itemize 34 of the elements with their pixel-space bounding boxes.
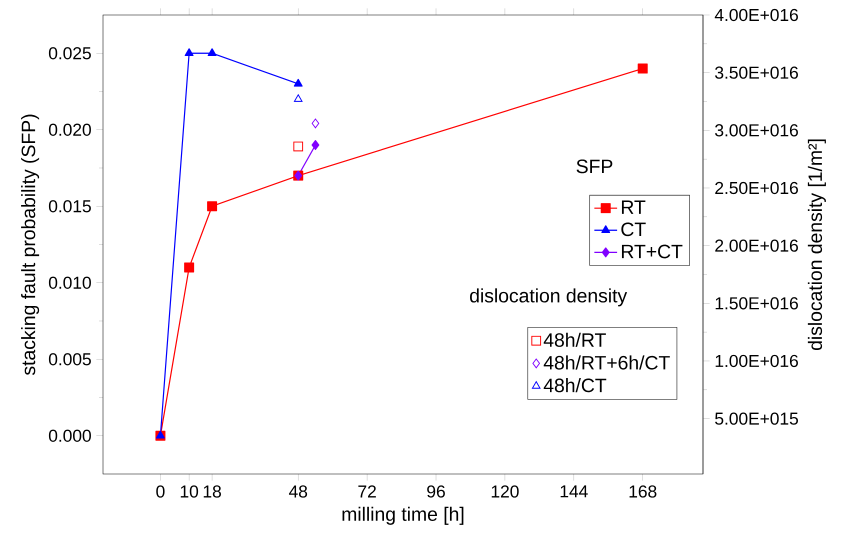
- legend-label: RT+CT: [622, 244, 682, 258]
- y-tick-label: 0.010: [48, 276, 91, 289]
- y-tick-label: 0.015: [48, 200, 91, 212]
- x-tick-label: 96: [427, 485, 445, 498]
- y2-axis-title: dislocation density [1/m²]: [808, 140, 826, 350]
- legend-label: 48h/RT+6h/CT: [544, 355, 670, 370]
- legend-label: 48h/CT: [544, 378, 606, 392]
- x-tick-label: 144: [560, 485, 588, 498]
- x-tick-label: 120: [492, 485, 519, 498]
- annotation: dislocation density: [470, 288, 628, 306]
- x-tick-label: 10: [180, 485, 198, 498]
- y2-tick-label: 3.50E+016: [715, 66, 798, 79]
- x-tick-label: 0: [156, 485, 165, 498]
- y2-tick-label: 4.00E+016: [714, 8, 798, 22]
- x-axis-title: milling time [h]: [342, 506, 464, 525]
- y-tick-label: 0.005: [48, 353, 91, 366]
- y2-tick-label: 3.00E+016: [715, 124, 798, 136]
- x-tick-label: 72: [358, 485, 376, 498]
- y2-tick-label: 2.50E+016: [715, 182, 798, 194]
- x-tick-label: 48: [288, 485, 308, 498]
- y-tick-label: 0.000: [48, 430, 91, 442]
- x-tick-label: 18: [204, 485, 221, 498]
- legend-label: 48h/RT: [544, 332, 606, 347]
- y2-tick-label: 2.00E+016: [715, 240, 798, 252]
- x-tick-label: 168: [630, 485, 656, 498]
- y2-tick-label: 1.50E+016: [716, 297, 798, 310]
- y-tick-label: 0.020: [48, 124, 91, 136]
- y-axis-title: stacking fault probability (SFP): [21, 114, 40, 376]
- legend-label: CT: [621, 222, 646, 236]
- y2-tick-label: 5.00E+015: [715, 412, 798, 425]
- legend-title: SFP: [576, 160, 612, 174]
- y-tick-label: 0.025: [48, 47, 91, 60]
- legend-label: RT: [622, 200, 646, 214]
- y2-tick-label: 1.00E+016: [716, 354, 798, 368]
